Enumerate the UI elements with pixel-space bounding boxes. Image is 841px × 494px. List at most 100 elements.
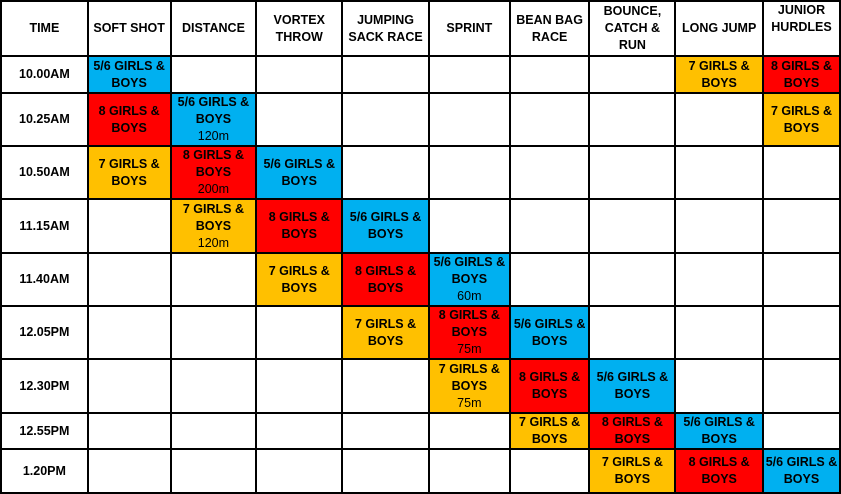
empty-cell [508, 448, 591, 494]
group-label: 8 GIRLS & BOYS [268, 210, 330, 241]
empty-cell [588, 55, 677, 94]
empty-cell [255, 92, 344, 147]
column-header: JUMPING SACK RACE [341, 0, 430, 57]
event-cell: 8 GIRLS & BOYS [762, 55, 841, 94]
time-slot-row: 12.05PM 7 GIRLS & BOYS 8 GIRLS & BOYS 75m 5/… [0, 305, 841, 360]
empty-cell [588, 92, 677, 147]
time-cell: 12.05PM [0, 305, 89, 360]
empty-cell [674, 92, 764, 147]
column-header: TIME [0, 0, 89, 57]
empty-cell [762, 252, 841, 307]
empty-cell [762, 145, 841, 200]
event-cell: 7 GIRLS & BOYS [588, 448, 677, 494]
event-cell: 8 GIRLS & BOYS [86, 92, 172, 147]
time-slot-row: 11.40AM 7 GIRLS & BOYS 8 GIRLS & BOYS 5/6 G… [0, 252, 841, 307]
distance-note: 75m [457, 395, 482, 410]
empty-cell [255, 55, 344, 94]
empty-cell [86, 198, 172, 254]
empty-cell [427, 412, 511, 450]
event-cell: 8 GIRLS & BOYS [508, 358, 591, 414]
column-header: VORTEX THROW [255, 0, 344, 57]
column-header: SOFT SHOT [86, 0, 172, 57]
distance-note: 200m [197, 182, 230, 196]
empty-cell [427, 145, 511, 200]
event-cell: 5/6 GIRLS & BOYS [588, 358, 677, 414]
group-label: 5/6 GIRLS & BOYS [513, 316, 586, 348]
group-label: 5/6 GIRLS & BOYS [683, 415, 755, 446]
event-cell: 5/6 GIRLS & BOYS [341, 198, 430, 254]
empty-cell [255, 305, 344, 360]
event-cell: 5/6 GIRLS & BOYS [762, 448, 841, 494]
time-cell: 10.25AM [0, 92, 89, 147]
time-cell: 11.15AM [0, 198, 89, 254]
empty-cell [427, 448, 511, 494]
event-cell: 7 GIRLS & BOYS [341, 305, 430, 360]
time-cell: 1.20PM [0, 448, 89, 494]
empty-cell [427, 198, 511, 254]
group-label: 7 GIRLS & BOYS [354, 316, 417, 348]
time-slot-row: 12.30PM 7 GIRLS & BOYS 75m 8 GIRLS & BOYS 5/… [0, 358, 841, 414]
empty-cell [255, 358, 344, 414]
schedule-body: 10.00AM 5/6 GIRLS & BOYS 7 GIRLS & BOYS 8 G… [0, 55, 841, 494]
column-header: BEAN BAG RACE [508, 0, 591, 57]
time-slot-row: 12.55PM 7 GIRLS & BOYS 8 GIRLS & BOYS 5/6 G… [0, 412, 841, 450]
group-label: 7 GIRLS & BOYS [438, 361, 500, 393]
empty-cell [588, 198, 677, 254]
event-cell: 5/6 GIRLS & BOYS [508, 305, 591, 360]
event-cell: 7 GIRLS & BOYS 75m [427, 358, 511, 414]
column-header: BOUNCE, CATCH & RUN [588, 0, 677, 57]
event-cell: 8 GIRLS & BOYS 200m [169, 145, 258, 200]
group-label: 7 GIRLS & BOYS [182, 201, 244, 233]
empty-cell [255, 448, 344, 494]
empty-cell [674, 358, 764, 414]
empty-cell [427, 55, 511, 94]
empty-cell [674, 198, 764, 254]
empty-cell [169, 412, 258, 450]
group-label: 8 GIRLS & BOYS [354, 263, 417, 295]
event-cell: 8 GIRLS & BOYS [674, 448, 764, 494]
time-cell: 10.00AM [0, 55, 89, 94]
empty-cell [341, 358, 430, 414]
group-label: 5/6 GIRLS & BOYS [765, 455, 838, 486]
event-cell: 5/6 GIRLS & BOYS 60m [427, 252, 511, 307]
empty-cell [588, 305, 677, 360]
empty-cell [86, 252, 172, 307]
empty-cell [255, 412, 344, 450]
group-label: 8 GIRLS & BOYS [182, 148, 244, 179]
event-cell: 8 GIRLS & BOYS [255, 198, 344, 254]
empty-cell [341, 92, 430, 147]
group-label: 5/6 GIRLS & BOYS [263, 156, 336, 188]
empty-cell [588, 145, 677, 200]
column-header: DISTANCE [169, 0, 258, 57]
time-cell: 12.55PM [0, 412, 89, 450]
empty-cell [508, 92, 591, 147]
time-slot-row: 11.15AM 7 GIRLS & BOYS 120m 8 GIRLS & BOYS 5… [0, 198, 841, 254]
time-cell: 12.30PM [0, 358, 89, 414]
empty-cell [86, 358, 172, 414]
empty-cell [674, 252, 764, 307]
group-label: 5/6 GIRLS & BOYS [177, 95, 250, 126]
column-header: SPRINT [427, 0, 511, 57]
empty-cell [169, 55, 258, 94]
group-label: 5/6 GIRLS & BOYS [596, 370, 669, 401]
event-cell: 7 GIRLS & BOYS [674, 55, 764, 94]
group-label: 5/6 GIRLS & BOYS [93, 58, 165, 90]
group-label: 8 GIRLS & BOYS [601, 415, 663, 446]
event-cell: 8 GIRLS & BOYS [341, 252, 430, 307]
distance-note: 60m [457, 289, 482, 303]
header-row: TIME SOFT SHOT DISTANCE VORTEX THROW JUMPING… [0, 0, 841, 57]
empty-cell [762, 198, 841, 254]
event-cell: 5/6 GIRLS & BOYS [255, 145, 344, 200]
distance-note: 120m [197, 129, 230, 143]
empty-cell [169, 358, 258, 414]
group-label: 8 GIRLS & BOYS [438, 308, 500, 339]
column-header: LONG JUMP [674, 0, 764, 57]
empty-cell [169, 448, 258, 494]
empty-cell [508, 55, 591, 94]
group-label: 8 GIRLS & BOYS [519, 370, 581, 401]
empty-cell [762, 305, 841, 360]
event-cell: 8 GIRLS & BOYS [588, 412, 677, 450]
empty-cell [86, 305, 172, 360]
empty-cell [86, 412, 172, 450]
